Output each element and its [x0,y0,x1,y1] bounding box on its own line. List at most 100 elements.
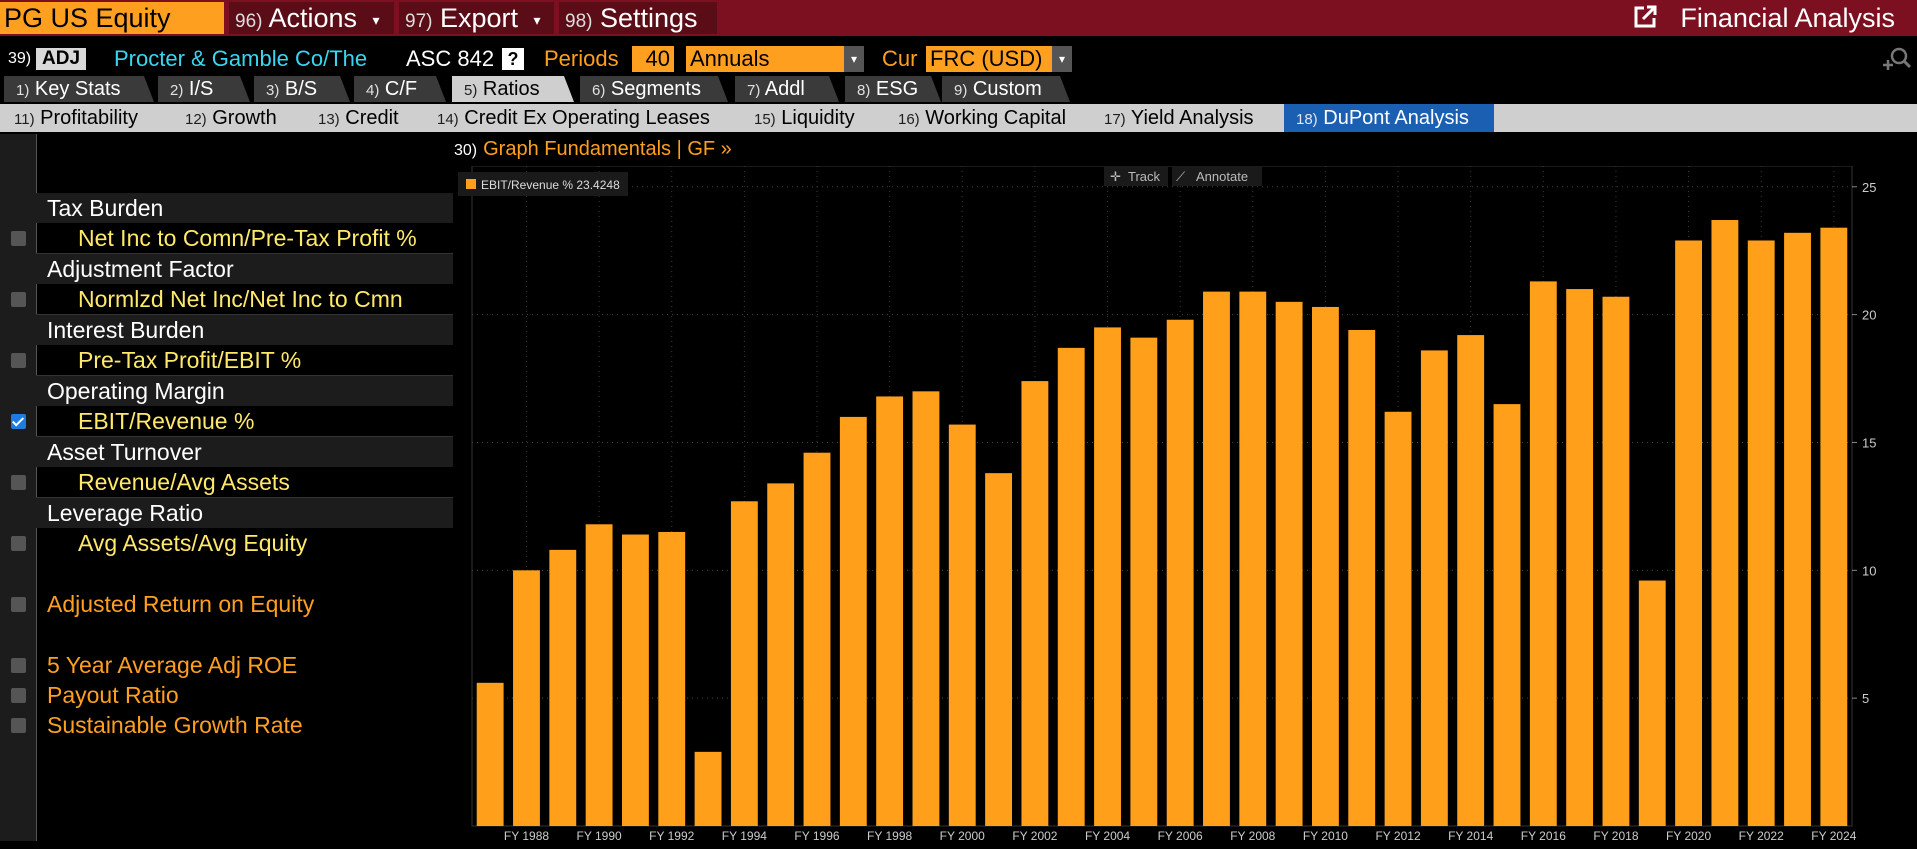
tab-working-capital[interactable]: 16) Working Capital [886,104,1086,132]
bar-fy-2004[interactable] [1094,327,1121,826]
tab-credit[interactable]: 13) Credit [306,104,426,132]
row-checkbox[interactable] [11,292,26,307]
bar-fy-2020[interactable] [1675,240,1703,827]
row-avg-assets-avg-equity[interactable]: Avg Assets/Avg Equity [0,528,453,558]
row-net-inc-to-pretax[interactable]: Net Inc to Comn/Pre-Tax Profit % [0,223,453,253]
x-tick-label: FY 2000 [940,829,985,842]
row-normlzd-net-inc[interactable]: Normlzd Net Inc/Net Inc to Cmn [0,284,453,314]
tab-ratios[interactable]: 5) Ratios [452,76,574,102]
bar-fy-1998[interactable] [876,396,904,826]
row-checkbox[interactable] [11,597,26,612]
tab-credit-ex-operating-leases[interactable]: 14) Credit Ex Operating Leases [425,104,745,132]
frequency-select[interactable]: Annuals [686,46,844,72]
help-icon[interactable]: ? [502,48,524,70]
chevron-down-icon[interactable]: ▾ [844,46,864,72]
bar-fy-2012[interactable] [1384,411,1412,826]
bar-fy-2003[interactable] [1057,347,1085,826]
adj-badge[interactable]: ADJ [36,48,87,70]
settings-menu[interactable]: 98) Settings [559,2,717,34]
group-asset-turnover: Asset Turnover [0,437,453,467]
graph-header[interactable]: 30) Graph Fundamentals | GF » [454,134,1917,164]
bar-fy-1995[interactable] [767,483,795,826]
bar-fy-1999[interactable] [912,391,940,826]
row-checkbox[interactable] [11,658,26,673]
bar-fy-2005[interactable] [1130,337,1158,826]
financial-analysis-link[interactable]: Financial Analysis [1633,2,1895,34]
bar-fy-2010[interactable] [1311,306,1339,826]
bar-fy-2001[interactable] [985,473,1013,826]
y-tick-label: 15 [1862,435,1876,450]
group-label: Asset Turnover [47,439,202,465]
tab-liquidity[interactable]: 15) Liquidity [742,104,890,132]
annotate-tool[interactable]: ⟋ Annotate [1172,166,1262,186]
row-checkbox[interactable] [11,231,26,246]
bar-fy-2023[interactable] [1784,232,1811,826]
zoom-add-icon[interactable] [1880,44,1912,82]
bar-fy-2019[interactable] [1638,580,1666,826]
bar-fy-2024[interactable] [1820,227,1848,827]
divider [36,253,453,254]
bar-fy-2011[interactable] [1348,329,1376,826]
tab-key-stats[interactable]: 1) Key Stats [4,76,154,102]
bar-fy-2009[interactable] [1275,301,1303,826]
tab-cash-flow[interactable]: 4) C/F [354,76,446,102]
bar-fy-1991[interactable] [621,534,649,826]
row-ebit-revenue[interactable]: EBIT/Revenue % [0,406,453,436]
bar-fy-2007[interactable] [1203,291,1230,826]
tab-esg[interactable]: 8) ESG [845,76,941,102]
tab-growth[interactable]: 12) Growth [173,104,293,132]
tab-dupont-analysis[interactable]: 18) DuPont Analysis [1284,104,1494,132]
tab-profitability[interactable]: 11) Profitability [2,104,162,132]
bar-fy-1993[interactable] [694,751,722,826]
bar-fy-2015[interactable] [1493,404,1521,826]
tab-income-statement[interactable]: 2) I/S [158,76,250,102]
bar-fy-2018[interactable] [1602,296,1630,826]
tab-balance-sheet[interactable]: 3) B/S [254,76,350,102]
bar-fy-1990[interactable] [585,524,613,826]
tab-addl[interactable]: 7) Addl [735,76,839,102]
row-checkbox[interactable] [11,475,26,490]
export-menu[interactable]: 97) Export ▾ [399,2,554,34]
tab-custom[interactable]: 9) Custom [942,76,1070,102]
ticker-field[interactable]: PG US Equity [0,2,224,34]
x-tick-label: FY 2018 [1593,829,1638,842]
bar-fy-2013[interactable] [1420,350,1448,826]
bar-fy-1994[interactable] [730,501,758,826]
bar-fy-2000[interactable] [948,424,976,826]
tab-segments[interactable]: 6) Segments [580,76,728,102]
row-checkbox-checked[interactable] [11,414,26,429]
tab-yield-analysis[interactable]: 17) Yield Analysis [1092,104,1278,132]
actions-menu[interactable]: 96) Actions ▾ [229,2,394,34]
periods-input[interactable]: 40 [632,46,674,72]
bar-fy-2006[interactable] [1166,319,1194,826]
row-sustainable-growth-rate[interactable]: Sustainable Growth Rate [0,710,453,740]
bar-fy-2008[interactable] [1239,291,1267,826]
row-checkbox[interactable] [11,536,26,551]
row-revenue-avg-assets[interactable]: Revenue/Avg Assets [0,467,453,497]
bar-fy-1988[interactable] [513,570,540,826]
row-payout-ratio[interactable]: Payout Ratio [0,680,453,710]
bar-fy-2017[interactable] [1566,289,1594,826]
bar-fy-1992[interactable] [658,531,686,826]
row-pretax-profit-ebit[interactable]: Pre-Tax Profit/EBIT % [0,345,453,375]
bar-fy-2002[interactable] [1021,381,1049,826]
bar-fy-1996[interactable] [803,452,831,826]
track-tool[interactable]: ✛ Track [1104,166,1168,186]
bar-fy-2016[interactable] [1529,281,1557,826]
row-checkbox[interactable] [11,353,26,368]
bar-fy-2022[interactable] [1747,240,1775,827]
bar-fy-2021[interactable] [1711,220,1739,826]
row-label: Adjusted Return on Equity [47,591,315,617]
row-adjusted-roe[interactable]: Adjusted Return on Equity [0,589,453,619]
row-checkbox[interactable] [11,718,26,733]
chevron-down-icon[interactable]: ▾ [1052,46,1072,72]
ebit-revenue-chart[interactable]: 5 10 15 20 25 FY 1988 FY 1990 FY 1992 FY 1994 FY … [454,165,1917,843]
bar-fy-2014[interactable] [1457,335,1485,826]
bar-fy-1989[interactable] [549,549,577,826]
row-checkbox[interactable] [11,688,26,703]
bar-fy-1987[interactable] [476,682,504,826]
bar-fy-1997[interactable] [839,416,867,826]
currency-select[interactable]: FRC (USD) [926,46,1052,72]
row-5yr-avg-adj-roe[interactable]: 5 Year Average Adj ROE [0,650,453,680]
divider [36,436,453,437]
